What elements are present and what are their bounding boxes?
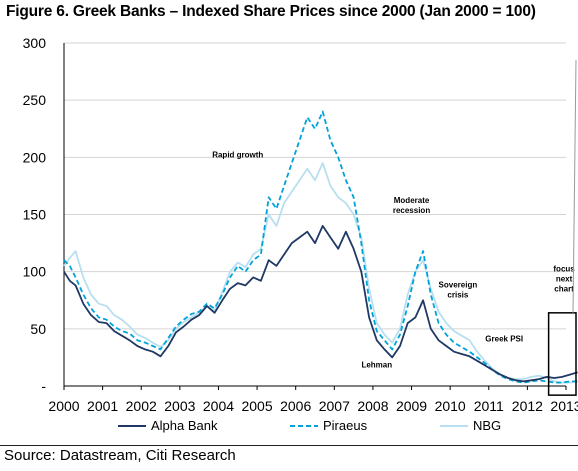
- x-tick-label: 2011: [474, 398, 504, 414]
- series-line-alpha-bank: [63, 224, 578, 383]
- series-line-nbg: [63, 162, 578, 384]
- x-tick-label: 2010: [435, 398, 466, 414]
- y-tick-label: 50: [30, 321, 46, 337]
- x-tick-label: 2001: [87, 398, 118, 414]
- annotation-label: crisis: [447, 291, 468, 300]
- x-tick-label: 2013: [550, 398, 578, 414]
- x-tick-label: 2003: [164, 398, 195, 414]
- series-lines: [63, 110, 578, 384]
- annotation-label: Greek PSI: [485, 334, 523, 343]
- x-tick-labels: 2000 2001 2002 2003 2004 2005 2006 2007 2008 2009…: [48, 398, 578, 414]
- legend: Alpha Bank Piraeus NBG: [118, 418, 501, 433]
- y-tick-label: 250: [23, 92, 47, 108]
- annotation-label: next: [556, 275, 573, 284]
- annotation-label: recession: [393, 206, 430, 215]
- x-tick-label: 2000: [48, 398, 79, 414]
- source-divider: [0, 445, 578, 446]
- gridlines: [64, 42, 566, 330]
- y-tick-label: 150: [23, 207, 47, 223]
- x-tick-label: 2006: [280, 398, 311, 414]
- y-tick-label: 100: [23, 264, 47, 280]
- legend-label: Alpha Bank: [151, 418, 218, 433]
- x-tick-label: 2002: [126, 398, 157, 414]
- chart-title: Figure 6. Greek Banks – Indexed Share Pr…: [6, 3, 536, 20]
- y-tick-label: 300: [23, 35, 47, 51]
- source-note: Source: Datastream, Citi Research: [4, 447, 236, 464]
- annotation-label: chart: [554, 285, 574, 294]
- annotation-label: Lehman: [361, 361, 392, 370]
- x-tick-label: 2008: [357, 398, 388, 414]
- annotation-label: Sovereign: [439, 281, 478, 290]
- x-tick-label: 2012: [512, 398, 543, 414]
- focus-pointer-line: [572, 59, 577, 313]
- annotation-label: Rapid growth: [212, 150, 263, 159]
- legend-label: Piraeus: [323, 418, 368, 433]
- focus-box: [547, 312, 577, 396]
- x-tick-label: 2005: [241, 398, 272, 414]
- legend-label: NBG: [473, 418, 501, 433]
- y-tick-labels: - 50 100 150 200 250 300: [23, 35, 47, 394]
- x-tick-label: 2004: [203, 398, 234, 414]
- annotation-label: focus: [553, 265, 575, 274]
- y-tick-label: -: [41, 378, 46, 394]
- x-tick-label: 2009: [396, 398, 427, 414]
- annotation-label: Moderate: [394, 196, 430, 205]
- axes: [63, 43, 567, 390]
- y-tick-label: 200: [23, 149, 47, 165]
- x-tick-label: 2007: [319, 398, 350, 414]
